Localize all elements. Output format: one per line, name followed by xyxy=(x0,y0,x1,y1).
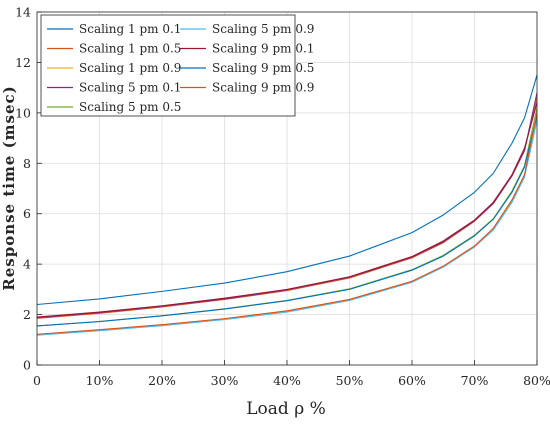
legend-label: Scaling 9 pm 0.9 xyxy=(212,81,314,95)
series-line-6 xyxy=(36,120,538,336)
x-axis-ticks: 0 10% 20% 30% 40% 50% 60% 70% 80% xyxy=(33,360,550,388)
series-layer xyxy=(36,74,538,336)
x-tick-label: 10% xyxy=(86,373,114,388)
legend-label: Scaling 5 pm 0.9 xyxy=(212,22,314,36)
series-line-1 xyxy=(36,74,538,306)
legend-label: Scaling 1 pm 0.9 xyxy=(79,61,181,75)
y-tick-label: 14 xyxy=(15,5,31,20)
legend-label: Scaling 1 pm 0.5 xyxy=(79,42,181,56)
legend-label: Scaling 1 pm 0.1 xyxy=(79,22,181,36)
series-line-8 xyxy=(36,115,538,327)
y-tick-label: 12 xyxy=(15,55,31,70)
y-tick-label: 6 xyxy=(23,206,31,221)
x-tick-label: 40% xyxy=(273,373,301,388)
y-axis-label: Response time (msec) xyxy=(0,85,18,291)
x-tick-label: 80% xyxy=(523,373,550,388)
x-tick-label: 0 xyxy=(33,373,41,388)
legend-label: Scaling 5 pm 0.5 xyxy=(79,100,181,114)
x-tick-label: 30% xyxy=(211,373,239,388)
y-tick-label: 10 xyxy=(15,105,31,120)
x-tick-label: 70% xyxy=(461,373,489,388)
legend-label: Scaling 9 pm 0.1 xyxy=(212,42,314,56)
y-axis-ticks: 0 2 4 6 8 10 12 14 xyxy=(15,5,42,373)
y-tick-label: 2 xyxy=(23,307,31,322)
x-tick-label: 50% xyxy=(336,373,364,388)
series-line-7 xyxy=(36,102,538,318)
x-tick-label: 20% xyxy=(148,373,176,388)
x-axis-label: Load ρ % xyxy=(246,399,326,419)
legend: Scaling 1 pm 0.1 Scaling 1 pm 0.5 Scaling … xyxy=(40,14,314,117)
series-line-9 xyxy=(36,112,538,335)
y-tick-label: 4 xyxy=(23,257,31,272)
legend-box xyxy=(40,14,296,117)
y-tick-label: 8 xyxy=(23,156,31,171)
legend-label: Scaling 9 pm 0.5 xyxy=(212,61,314,75)
y-tick-label: 0 xyxy=(23,358,31,373)
x-tick-label: 60% xyxy=(398,373,426,388)
legend-label: Scaling 5 pm 0.1 xyxy=(79,81,181,95)
